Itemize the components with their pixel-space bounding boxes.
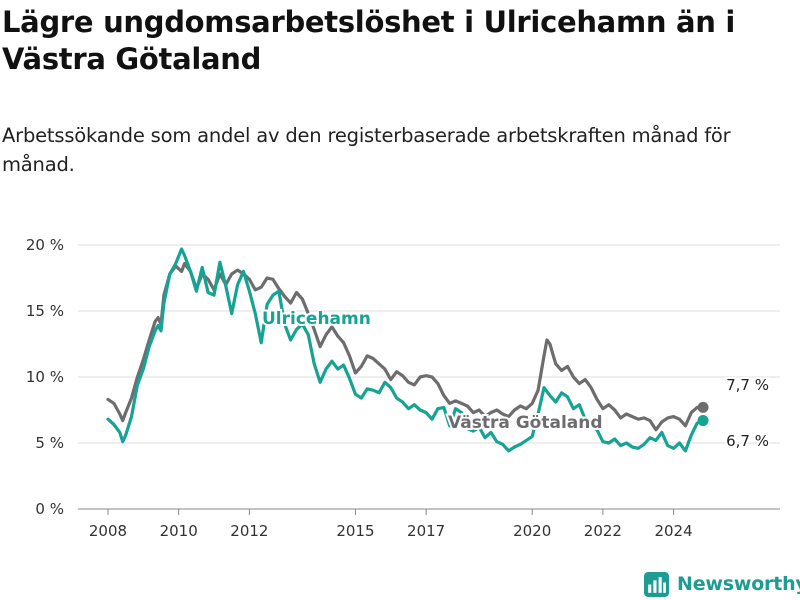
x-tick-label: 2022 bbox=[584, 522, 622, 540]
series-labels: Ulricehamn Västra Götaland 7,7 % 6,7 % bbox=[260, 307, 771, 452]
x-tick-label: 2008 bbox=[89, 522, 127, 540]
x-tick-label: 2010 bbox=[160, 522, 198, 540]
y-tick-label: 15 % bbox=[26, 302, 64, 320]
x-tick-label: 2024 bbox=[654, 522, 692, 540]
x-tick-label: 2020 bbox=[513, 522, 551, 540]
x-axis-ticks: 2008 2010 2012 2015 2017 2020 2022 2024 bbox=[89, 509, 693, 540]
brand-name: Newsworthy bbox=[677, 573, 800, 595]
end-value-ulricehamn: 6,7 % bbox=[726, 432, 769, 450]
ulricehamn-end-point bbox=[697, 415, 709, 427]
chart-subtitle: Arbetssökande som andel av den registerb… bbox=[2, 124, 731, 176]
x-tick-label: 2012 bbox=[230, 522, 268, 540]
y-tick-label: 5 % bbox=[35, 434, 64, 452]
series-lines bbox=[106, 247, 709, 453]
vastra-gotaland-end-point bbox=[697, 401, 709, 413]
end-value-vastra-gotaland: 7,7 % bbox=[726, 376, 769, 394]
y-axis-ticks: 0 % 5 % 10 % 15 % 20 % bbox=[26, 236, 64, 518]
newsworthy-logo-icon bbox=[644, 571, 669, 597]
chart-title: Lägre ungdomsarbetslöshet i Ulricehamn ä… bbox=[2, 5, 736, 76]
series-label-vastra-gotaland: Västra Götaland bbox=[448, 413, 603, 433]
ulricehamn-line bbox=[106, 247, 705, 453]
x-tick-label: 2015 bbox=[336, 522, 374, 540]
y-tick-label: 20 % bbox=[26, 236, 64, 254]
x-tick-label: 2017 bbox=[407, 522, 445, 540]
y-tick-label: 0 % bbox=[35, 500, 64, 518]
newsworthy-brand: Newsworthy bbox=[644, 569, 800, 599]
series-label-ulricehamn: Ulricehamn bbox=[262, 309, 371, 329]
y-tick-label: 10 % bbox=[26, 368, 64, 386]
